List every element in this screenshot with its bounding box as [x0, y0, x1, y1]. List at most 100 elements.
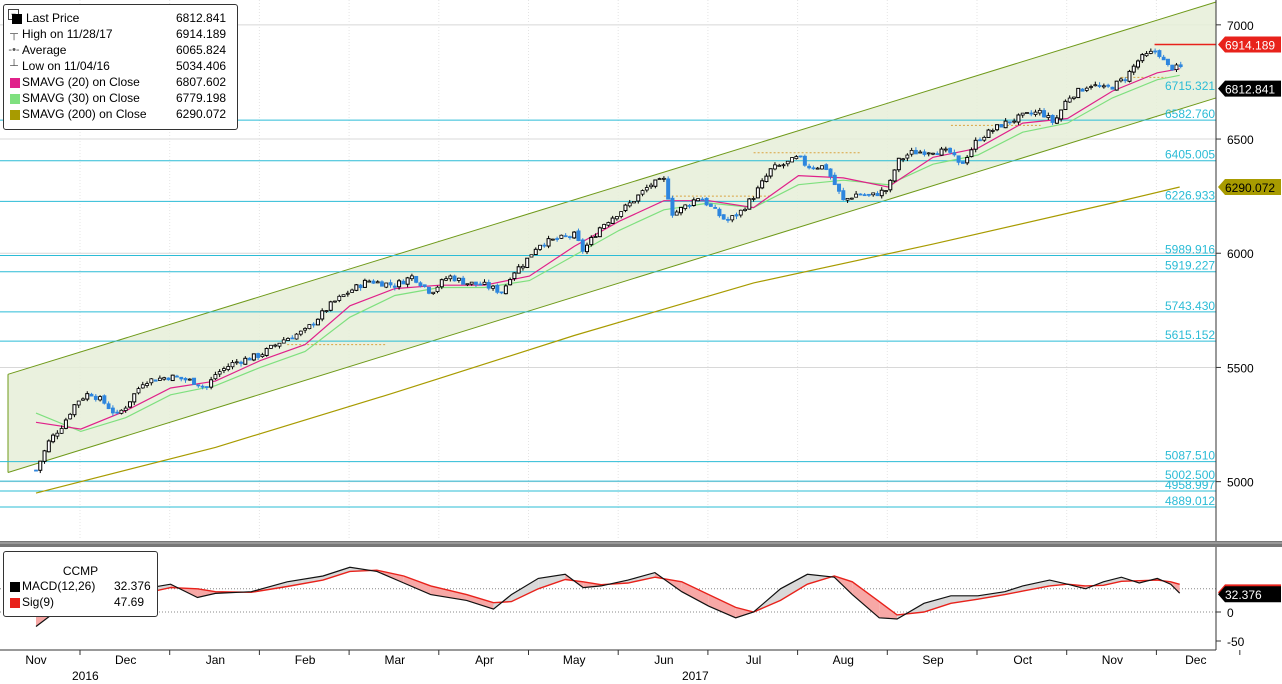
candle-body	[751, 198, 756, 200]
candle-body	[418, 282, 423, 287]
candle-body	[824, 164, 829, 170]
legend-value: 6065.824	[176, 43, 227, 57]
candle-body	[905, 154, 910, 159]
x-tick-label: Apr	[475, 653, 494, 667]
candle-body	[550, 238, 555, 241]
smavg-200-line	[35, 186, 1180, 494]
candle-body	[264, 348, 269, 356]
candle-body	[990, 130, 995, 132]
x-tick-label: Dec	[115, 653, 136, 667]
x-tick-label: May	[563, 653, 586, 667]
candle-body	[730, 215, 735, 221]
smavg-20-line	[35, 68, 1180, 430]
candle-body	[619, 211, 624, 217]
macd-y-tick-label: -50	[1227, 635, 1245, 649]
candle-body	[606, 222, 611, 226]
candle-body	[717, 208, 722, 217]
candle-body	[909, 149, 914, 155]
signal-line	[35, 569, 1180, 616]
candle-body	[845, 197, 850, 201]
candle-body	[657, 178, 662, 180]
candle-body	[234, 361, 239, 364]
candle-body	[555, 238, 560, 240]
candle-body	[333, 300, 337, 303]
macd-fill-segment	[466, 594, 494, 610]
candle-body	[303, 328, 308, 331]
candle-body	[858, 193, 863, 196]
candle-body	[200, 385, 205, 388]
candle-body	[397, 280, 402, 288]
macd-fill-segment	[1103, 577, 1122, 586]
candle-body	[1165, 58, 1170, 65]
candle-body	[452, 275, 457, 282]
candle-body	[1029, 112, 1034, 115]
legend-row-signal: Sig(9) 47.69	[4, 595, 157, 611]
candle-body	[298, 330, 303, 335]
candle-body	[525, 257, 530, 268]
channel-fill	[8, 2, 1216, 473]
candle-body	[1101, 85, 1106, 88]
high-price-tag-shape	[1218, 36, 1281, 53]
candle-body	[973, 139, 978, 150]
level-label: 5919.227	[1165, 259, 1215, 273]
candle-body	[337, 295, 342, 301]
candle-body	[93, 395, 98, 400]
candle-body	[362, 279, 367, 288]
candle-body	[136, 388, 141, 394]
candle-body	[1170, 64, 1175, 71]
legend-row-smavg30: SMAVG (30) on Close 6779.198	[4, 91, 237, 107]
y-tick-label: 6500	[1227, 133, 1254, 147]
candle-body	[286, 338, 290, 341]
legend-value: 6779.198	[176, 91, 227, 105]
x-tick-label: Aug	[833, 653, 854, 667]
candle-body	[644, 187, 649, 191]
candle-body	[209, 379, 214, 388]
candle-body	[815, 167, 820, 170]
candle-body	[922, 151, 927, 155]
level-label-partial: 6715.321	[1165, 79, 1215, 93]
candle-body	[568, 236, 572, 239]
candle-body	[726, 218, 730, 221]
candle-body	[59, 428, 64, 434]
candle-body	[1054, 117, 1059, 124]
candle-body	[431, 291, 436, 295]
macd-fill-segment	[780, 574, 808, 601]
candle-body	[1046, 115, 1051, 118]
candle-body	[320, 310, 325, 320]
channel-lower-line	[7, 97, 1217, 473]
legend-label: SMAVG (200) on Close	[22, 107, 147, 121]
candle-body	[649, 184, 653, 188]
candle-body	[341, 294, 346, 297]
legend-row-last-price: Last Price 6812.841	[4, 11, 237, 27]
x-tick-label: Feb	[295, 653, 316, 667]
x-tick-label: Jun	[654, 653, 673, 667]
candle-body	[55, 432, 60, 437]
candle-body	[123, 407, 128, 411]
x-tick-label: Jan	[206, 653, 225, 667]
legend-row-average: -•- Average 6065.824	[4, 43, 237, 59]
candle-body	[196, 384, 201, 387]
candle-body	[482, 281, 487, 285]
candle-body	[512, 272, 517, 280]
candle-body	[884, 190, 888, 192]
level-label: 4958.997	[1165, 478, 1215, 492]
candle-body	[533, 248, 538, 256]
candle-body	[68, 413, 73, 420]
panel-separator	[0, 541, 1282, 547]
candle-body	[474, 281, 478, 285]
candle-body	[1037, 109, 1042, 114]
high-price-tag: 6914.189	[1218, 36, 1281, 53]
candle-body	[384, 282, 389, 288]
candle-body	[183, 377, 188, 381]
candle-body	[230, 362, 235, 368]
candle-body	[721, 214, 726, 220]
price-candles[interactable]	[34, 48, 1183, 474]
candle-body	[777, 164, 782, 167]
candle-body	[1144, 53, 1149, 57]
year-label: 2017	[682, 669, 709, 683]
candle-body	[743, 208, 747, 211]
candle-body	[392, 285, 397, 288]
y-tick-label: 7000	[1227, 19, 1254, 33]
candle-body	[448, 275, 453, 280]
